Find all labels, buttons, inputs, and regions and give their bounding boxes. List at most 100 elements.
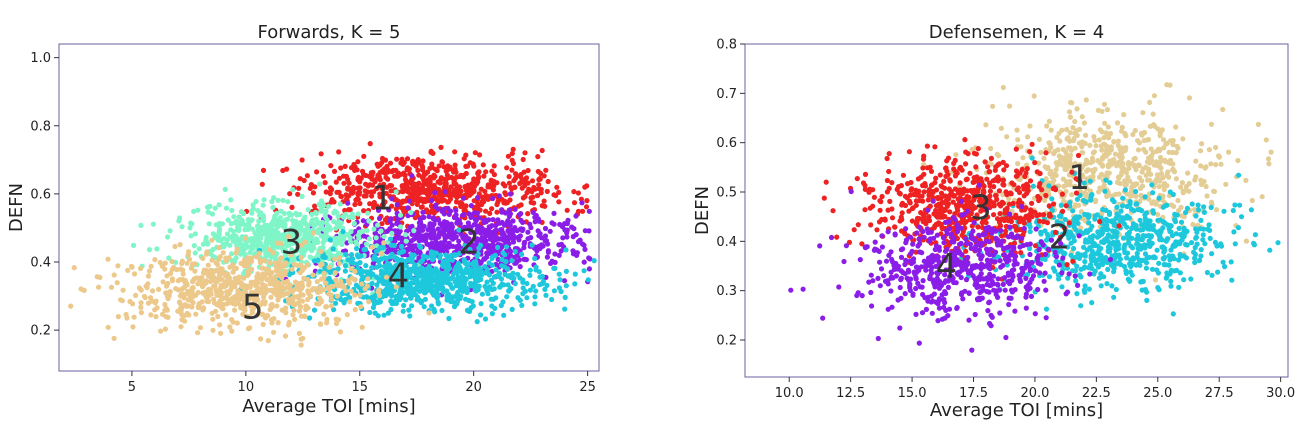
scatter-point [141, 293, 147, 299]
scatter-point [1116, 260, 1122, 266]
scatter-point [221, 244, 227, 250]
scatter-point [216, 236, 222, 242]
scatter-point [111, 335, 117, 341]
scatter-point [105, 256, 111, 262]
scatter-point [163, 305, 169, 311]
scatter-point [242, 261, 248, 267]
scatter-point [397, 212, 404, 218]
scatter-point [230, 300, 236, 307]
scatter-point [586, 266, 593, 272]
scatter-point [131, 314, 137, 320]
scatter-point [1137, 236, 1143, 242]
scatter-point [1123, 182, 1129, 188]
scatter-point [1126, 165, 1132, 171]
scatter-point [490, 296, 496, 302]
scatter-point [216, 228, 222, 234]
scatter-point [157, 259, 163, 266]
scatter-point [355, 191, 361, 197]
scatter-point [1156, 287, 1162, 293]
scatter-point [422, 269, 428, 275]
scatter-point [1072, 118, 1078, 125]
scatter-point [340, 229, 346, 235]
scatter-point [436, 232, 442, 238]
scatter-point [1053, 167, 1059, 173]
scatter-point [564, 234, 570, 240]
scatter-point [328, 303, 334, 309]
scatter-point [96, 284, 102, 290]
scatter-point [490, 280, 496, 286]
scatter-point [434, 295, 440, 301]
scatter-point [354, 196, 360, 202]
scatter-point [1096, 137, 1102, 143]
scatter-point [1214, 207, 1220, 213]
scatter-point [186, 249, 192, 255]
scatter-point [513, 260, 519, 266]
scatter-point [495, 217, 501, 223]
scatter-point [1129, 225, 1135, 231]
scatter-point [1275, 240, 1281, 246]
scatter-point [584, 183, 590, 189]
scatter-point [1165, 169, 1171, 175]
scatter-point [238, 209, 244, 215]
scatter-point [452, 181, 458, 187]
scatter-point [1111, 157, 1117, 163]
scatter-point [344, 196, 350, 202]
scatter-point [419, 174, 425, 181]
scatter-point [1213, 144, 1219, 151]
scatter-point [493, 237, 499, 243]
scatter-point [378, 250, 384, 257]
scatter-point [1201, 209, 1207, 215]
scatter-point [388, 242, 394, 248]
scatter-point [1116, 246, 1122, 252]
scatter-point [314, 169, 320, 175]
scatter-point [393, 189, 399, 195]
scatter-point [544, 188, 550, 194]
scatter-point [342, 207, 348, 214]
scatter-point [1047, 171, 1053, 177]
scatter-point [329, 296, 335, 302]
scatter-point [417, 236, 423, 242]
scatter-point [287, 191, 293, 197]
scatter-point [396, 235, 402, 241]
scatter-point [1102, 188, 1108, 194]
scatter-point [1111, 294, 1117, 300]
scatter-point [520, 285, 526, 291]
scatter-point [435, 301, 441, 307]
scatter-point [416, 282, 422, 289]
scatter-point [163, 283, 170, 289]
scatter-point [449, 285, 455, 291]
scatter-point [315, 220, 322, 226]
scatter-point [347, 299, 353, 305]
scatter-point [298, 336, 304, 342]
scatter-point [480, 162, 486, 168]
scatter-point [497, 284, 503, 290]
scatter-point [521, 239, 528, 245]
scatter-point [424, 241, 430, 247]
scatter-point [538, 186, 544, 193]
scatter-point [1065, 135, 1071, 141]
scatter-point [1135, 147, 1142, 153]
scatter-point [354, 167, 360, 173]
scatter-point [1168, 223, 1174, 229]
scatter-point [305, 290, 312, 296]
scatter-point [387, 182, 393, 189]
scatter-point [369, 244, 375, 250]
scatter-point [429, 267, 435, 273]
y-tick-label: 0.4 [30, 256, 51, 271]
scatter-point [195, 289, 201, 296]
scatter-point [408, 209, 414, 216]
scatter-point [1099, 108, 1105, 114]
scatter-point [249, 217, 255, 223]
scatter-point [438, 275, 444, 282]
scatter-point [412, 263, 418, 269]
scatter-point [499, 263, 505, 269]
scatter-point [1038, 231, 1044, 237]
scatter-point [326, 291, 332, 297]
scatter-point [359, 324, 365, 330]
scatter-point [1243, 177, 1249, 183]
points [788, 82, 1281, 353]
scatter-point [438, 245, 444, 251]
scatter-point [210, 316, 216, 322]
scatter-point [1107, 240, 1113, 246]
scatter-point [363, 241, 370, 247]
